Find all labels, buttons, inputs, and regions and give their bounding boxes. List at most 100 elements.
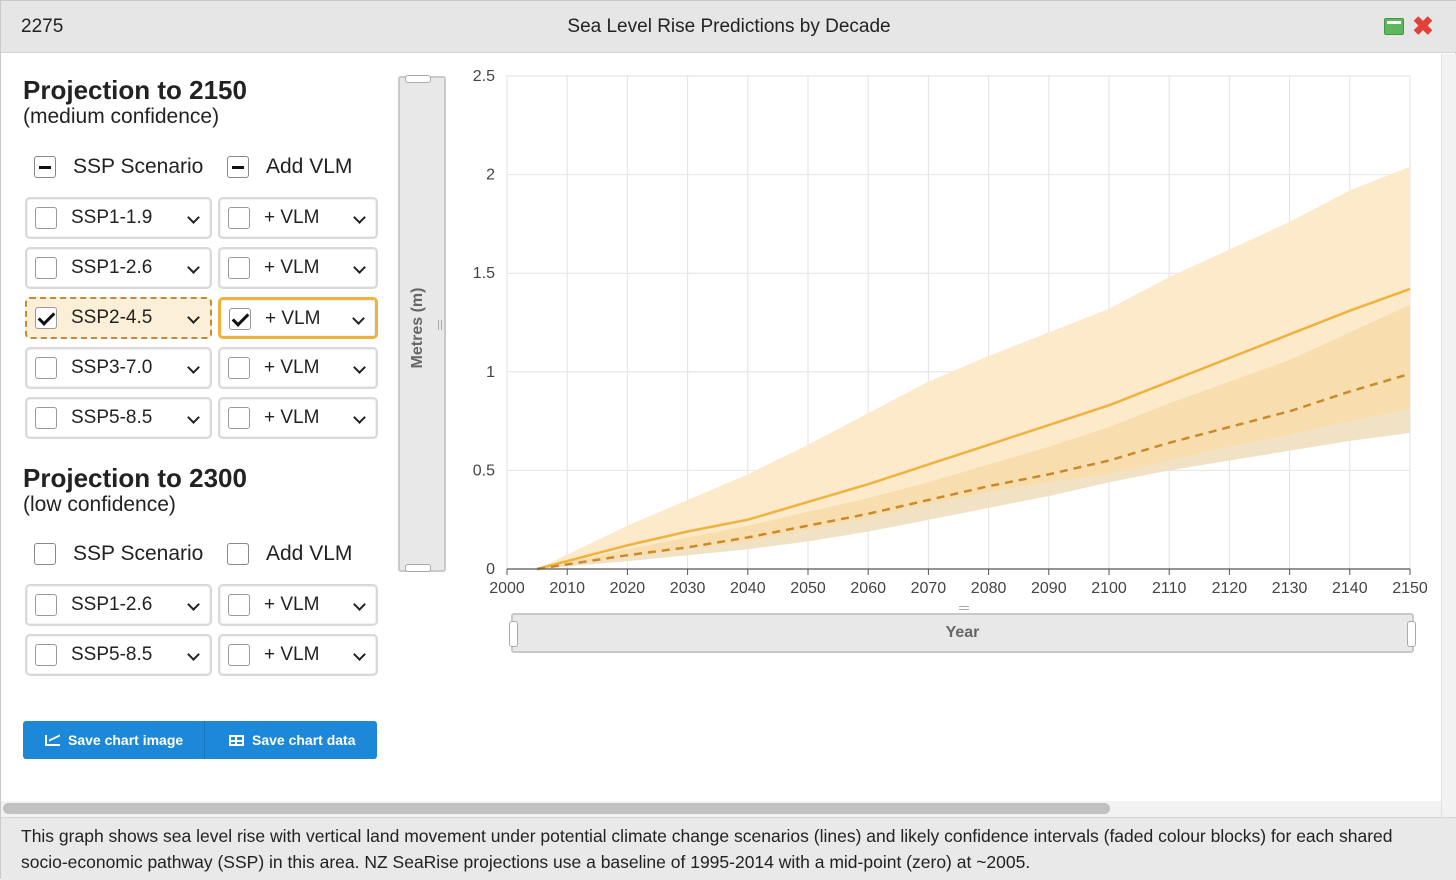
- ssp-select-row[interactable]: SSP3-7.0: [25, 347, 212, 389]
- add-vlm-2300-select-all-checkbox[interactable]: [227, 543, 249, 565]
- solid-series-line: [536, 287, 1411, 571]
- vertical-scrollbar[interactable]: [1441, 54, 1456, 817]
- line-chart-icon: [45, 735, 60, 746]
- x-slider-grip-icon[interactable]: [959, 606, 969, 610]
- ssp-select-label: SSP5-8.5: [71, 644, 153, 665]
- chevron-down-icon[interactable]: [353, 648, 366, 661]
- vlm-select-label: + VLM: [264, 357, 320, 378]
- ssp-select-label: SSP1-2.6: [71, 594, 153, 615]
- y-slider-top-handle[interactable]: [405, 75, 431, 83]
- vlm-select-row[interactable]: + VLM: [218, 397, 378, 439]
- chevron-down-icon[interactable]: [187, 361, 200, 374]
- vlm-select-label: + VLM: [264, 407, 320, 428]
- x-slider-right-handle[interactable]: [1407, 621, 1416, 647]
- x-tick-label: 2090: [1031, 580, 1067, 597]
- ssp-select-label: SSP5-8.5: [71, 407, 153, 428]
- vlm-select-label: + VLM: [264, 257, 320, 278]
- vlm-select-label: + VLM: [265, 308, 321, 329]
- ssp-checkbox[interactable]: [35, 357, 57, 379]
- vlm-select-row[interactable]: + VLM: [218, 347, 378, 389]
- vlm-select-row[interactable]: + VLM: [218, 297, 378, 339]
- close-icon[interactable]: ✖: [1412, 11, 1434, 41]
- chevron-down-icon[interactable]: [187, 648, 200, 661]
- y-tick-label: 1: [486, 364, 495, 381]
- vlm-checkbox[interactable]: [228, 257, 250, 279]
- x-tick-label: 2050: [790, 580, 826, 597]
- x-axis-range-slider[interactable]: Year: [509, 606, 1416, 653]
- ssp-select-row[interactable]: SSP1-2.6: [25, 247, 212, 289]
- x-tick-label: 2070: [911, 580, 947, 597]
- vlm-checkbox[interactable]: [228, 207, 250, 229]
- vlm-select-row[interactable]: + VLM: [218, 634, 378, 676]
- ssp-select-row[interactable]: SSP1-1.9: [25, 197, 212, 239]
- x-axis-title: Year: [945, 624, 980, 641]
- ssp-checkbox[interactable]: [35, 644, 57, 666]
- projection-2150-subtitle: (medium confidence): [23, 105, 220, 128]
- y-slider-bottom-handle[interactable]: [405, 564, 431, 572]
- x-tick-label: 2030: [670, 580, 706, 597]
- y-axis-title-wrap: Metres (m): [400, 273, 434, 383]
- vlm-checkbox[interactable]: [228, 407, 250, 429]
- projection-2300-subtitle: (low confidence): [23, 493, 176, 516]
- window-title: Sea Level Rise Predictions by Decade: [567, 16, 891, 37]
- vlm-checkbox[interactable]: [229, 308, 251, 330]
- chevron-down-icon[interactable]: [353, 361, 366, 374]
- projection-2150-title: Projection to 2150: [23, 75, 247, 105]
- chevron-down-icon[interactable]: [187, 598, 200, 611]
- chevron-down-icon[interactable]: [353, 598, 366, 611]
- add-vlm-2300-header: Add VLM: [266, 542, 353, 565]
- ssp-select-label: SSP3-7.0: [71, 357, 153, 378]
- vlm-select-row[interactable]: + VLM: [218, 584, 378, 626]
- ssp-checkbox[interactable]: [35, 407, 57, 429]
- y-slider-grip-icon[interactable]: [438, 320, 442, 330]
- vlm-select-row[interactable]: + VLM: [218, 197, 378, 239]
- axis-ticks: 2000 2010 2020 2030 2040 2050 2060 2070 2080 2090…: [473, 68, 1428, 597]
- ssp-checkbox[interactable]: [35, 594, 57, 616]
- ssp-scenario-2300-select-all-checkbox[interactable]: [34, 543, 56, 565]
- ssp-select-label: SSP2-4.5: [71, 307, 153, 328]
- y-tick-label: 0.5: [473, 462, 495, 479]
- ssp-select-row[interactable]: SSP5-8.5: [25, 397, 212, 439]
- save-chart-data-button[interactable]: Save chart data: [229, 721, 356, 759]
- ssp-select-row[interactable]: SSP2-4.5: [25, 297, 212, 339]
- add-vlm-header: Add VLM: [266, 155, 353, 178]
- x-tick-label: 2130: [1272, 580, 1308, 597]
- x-tick-label: 2040: [730, 580, 766, 597]
- chevron-down-icon[interactable]: [187, 311, 200, 324]
- ssp-scenario-header: SSP Scenario: [73, 155, 204, 178]
- save-button-group: Save chart image Save chart data: [23, 721, 377, 759]
- vlm-select-row[interactable]: + VLM: [218, 247, 378, 289]
- chevron-down-icon[interactable]: [353, 211, 366, 224]
- horizontal-scrollbar-thumb[interactable]: [3, 803, 1110, 814]
- x-tick-label: 2120: [1212, 580, 1248, 597]
- y-tick-label: 1.5: [473, 265, 495, 282]
- chevron-down-icon[interactable]: [352, 312, 365, 325]
- ssp-select-row[interactable]: SSP1-2.6: [25, 584, 212, 626]
- chevron-down-icon[interactable]: [353, 261, 366, 274]
- y-axis-range-slider[interactable]: Metres (m): [398, 75, 446, 572]
- x-slider-left-handle[interactable]: [509, 621, 518, 647]
- dashed-series-line: [536, 372, 1411, 571]
- chevron-down-icon[interactable]: [187, 261, 200, 274]
- title-bar: 2275 Sea Level Rise Predictions by Decad…: [1, 1, 1456, 53]
- ssp-select-row[interactable]: SSP5-8.5: [25, 634, 212, 676]
- chevron-down-icon[interactable]: [353, 411, 366, 424]
- projection-2300-title: Projection to 2300: [23, 463, 247, 493]
- y-tick-label: 0: [486, 561, 495, 578]
- vlm-select-label: + VLM: [264, 644, 320, 665]
- vlm-checkbox[interactable]: [228, 644, 250, 666]
- ssp-checkbox[interactable]: [35, 257, 57, 279]
- minimize-icon[interactable]: [1384, 18, 1404, 35]
- vlm-checkbox[interactable]: [228, 357, 250, 379]
- add-vlm-select-all-checkbox[interactable]: [227, 156, 249, 178]
- chevron-down-icon[interactable]: [187, 411, 200, 424]
- ssp-scenario-select-all-checkbox[interactable]: [34, 156, 56, 178]
- save-chart-image-button[interactable]: Save chart image: [45, 721, 183, 759]
- chevron-down-icon[interactable]: [187, 211, 200, 224]
- vlm-checkbox[interactable]: [228, 594, 250, 616]
- ssp-checkbox[interactable]: [35, 307, 57, 329]
- confidence-bands: [537, 166, 1410, 569]
- series-lines: [536, 287, 1411, 571]
- ssp-checkbox[interactable]: [35, 207, 57, 229]
